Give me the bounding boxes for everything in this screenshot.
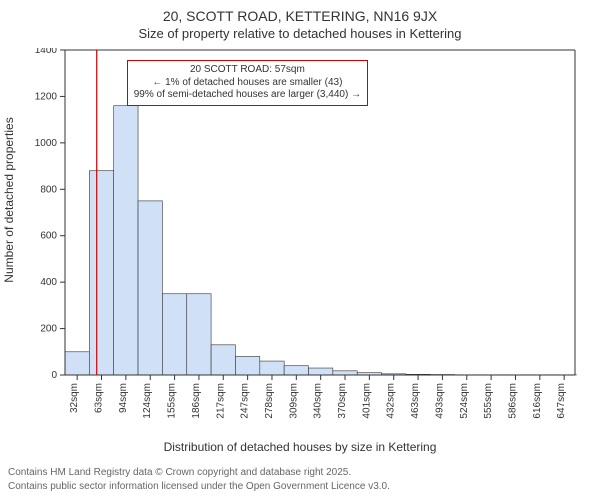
footer-line-2: Contains public sector information licen… [8,481,390,492]
svg-text:493sqm: 493sqm [434,383,445,419]
svg-text:63sqm: 63sqm [94,383,105,413]
svg-text:600: 600 [40,231,57,242]
histogram-svg: 0 200 400 600 800 1000 1200 1400 32sqm 63sqm 94sqm… [0,48,600,443]
svg-text:463sqm: 463sqm [410,383,421,419]
svg-text:340sqm: 340sqm [313,383,324,419]
svg-text:200: 200 [40,324,57,335]
svg-text:400: 400 [40,277,57,288]
svg-text:555sqm: 555sqm [483,383,494,419]
svg-text:586sqm: 586sqm [507,383,518,419]
svg-text:0: 0 [51,370,57,381]
svg-text:401sqm: 401sqm [361,383,372,419]
svg-text:800: 800 [40,184,57,195]
footer-line-1: Contains HM Land Registry data © Crown c… [8,467,351,478]
chart-container: 20, SCOTT ROAD, KETTERING, NN16 9JX Size… [0,0,600,500]
svg-text:1400: 1400 [35,48,58,56]
title-line-1: 20, SCOTT ROAD, KETTERING, NN16 9JX [0,8,600,24]
svg-text:1000: 1000 [35,138,58,149]
plot-area: 0 200 400 600 800 1000 1200 1400 32sqm 63sqm 94sqm… [0,48,600,443]
svg-text:309sqm: 309sqm [288,383,299,419]
svg-text:524sqm: 524sqm [459,383,470,419]
title-line-2: Size of property relative to detached ho… [0,26,600,41]
annotation-box: 20 SCOTT ROAD: 57sqm← 1% of detached hou… [127,60,368,106]
svg-text:32sqm: 32sqm [69,383,80,413]
svg-text:432sqm: 432sqm [386,383,397,419]
svg-text:278sqm: 278sqm [264,383,275,419]
svg-text:247sqm: 247sqm [240,383,251,419]
svg-text:370sqm: 370sqm [337,383,348,419]
svg-text:647sqm: 647sqm [556,383,567,419]
svg-text:124sqm: 124sqm [142,383,153,419]
svg-text:155sqm: 155sqm [167,383,178,419]
x-axis-label: Distribution of detached houses by size … [0,440,600,454]
svg-text:1200: 1200 [35,91,58,102]
svg-text:94sqm: 94sqm [118,383,129,413]
svg-text:217sqm: 217sqm [215,383,226,419]
svg-text:616sqm: 616sqm [532,383,543,419]
svg-text:186sqm: 186sqm [191,383,202,419]
